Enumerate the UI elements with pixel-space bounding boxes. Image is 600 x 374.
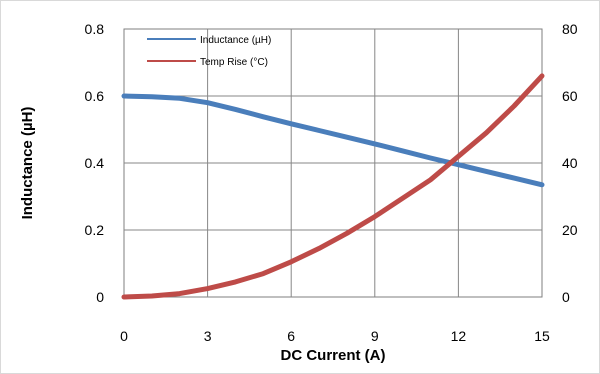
series-line-inductance xyxy=(121,93,545,188)
x-axis-title: DC Current (A) xyxy=(281,347,386,364)
x-tick-label: 15 xyxy=(534,328,550,344)
y2-tick-label: 0 xyxy=(562,289,570,305)
y-tick-label: 0.6 xyxy=(85,88,105,104)
y-tick-label: 0.2 xyxy=(85,222,105,238)
legend-label-temp-rise: Temp Rise (°C) xyxy=(200,57,268,68)
y-tick-label: 0 xyxy=(96,289,104,305)
y-tick-label: 0.8 xyxy=(85,21,105,37)
y-axis-title: Inductance (µH) xyxy=(19,107,36,220)
gridlines xyxy=(124,29,542,297)
legend-label-inductance: Inductance (µH) xyxy=(200,35,271,46)
series-line-temp-rise xyxy=(121,73,545,300)
y2-tick-label: 40 xyxy=(562,155,578,171)
y-tick-label: 0.4 xyxy=(85,155,105,171)
x-tick-label: 6 xyxy=(287,328,295,344)
y2-tick-label: 20 xyxy=(562,222,578,238)
x-tick-label: 3 xyxy=(204,328,212,344)
y2-tick-label: 60 xyxy=(562,88,578,104)
series-lines xyxy=(121,73,545,300)
x-tick-label: 12 xyxy=(451,328,467,344)
y2-tick-label: 80 xyxy=(562,21,578,37)
tick-labels: 0 3 6 9 12 15 0 0.2 0.4 0.6 0.8 0 20 40 60 80 xyxy=(85,21,578,344)
x-tick-label: 9 xyxy=(371,328,379,344)
x-tick-label: 0 xyxy=(120,328,128,344)
legend: Inductance (µH) Temp Rise (°C) xyxy=(147,35,271,68)
